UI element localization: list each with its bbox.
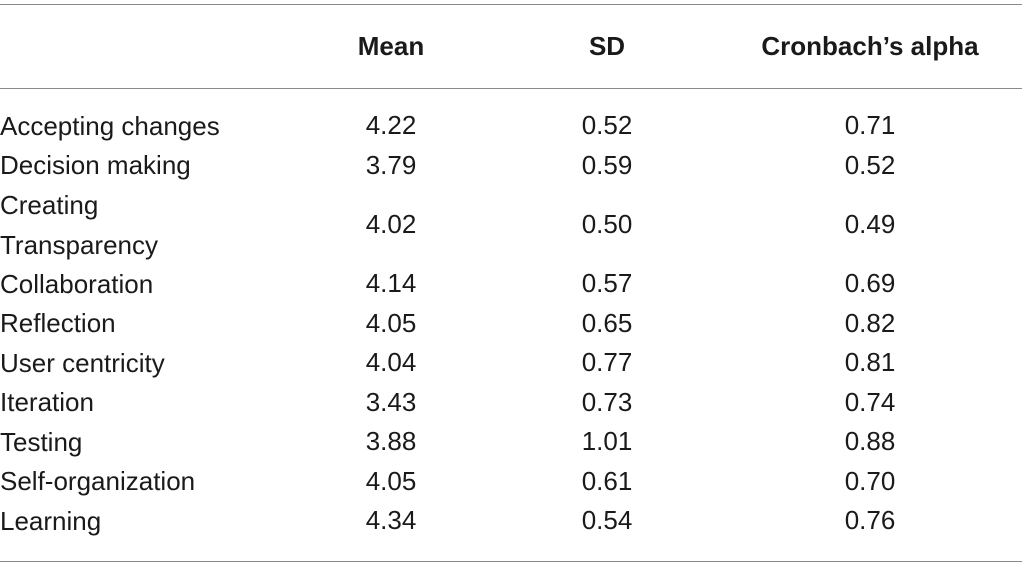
alpha-value: 0.76 [844,505,896,536]
table-row: User centricity 4.04 0.77 0.81 [0,343,1022,383]
row-label: Accepting changes [0,110,220,141]
mean-value: 4.05 [365,307,417,338]
sd-value: 0.52 [581,110,633,141]
alpha-value: 0.70 [844,465,896,496]
sd-value: 0.73 [581,386,633,417]
table-row: Decision making 3.79 0.59 0.52 [0,146,1022,186]
table-header-row: Mean SD Cronbach’s alpha [0,4,1022,88]
row-label: Creating Transparency [0,185,300,264]
row-label: Iteration [0,387,94,418]
mean-value: 4.22 [365,110,417,141]
table-row: Reflection 4.05 0.65 0.82 [0,304,1022,344]
alpha-value: 0.74 [844,386,896,417]
sd-value: 1.01 [581,426,633,457]
alpha-value: 0.81 [844,347,896,378]
alpha-value: 0.69 [844,268,896,299]
mean-value: 4.02 [365,209,417,239]
sd-value: 0.57 [581,268,633,299]
row-label: Decision making [0,150,191,181]
sd-value: 0.50 [581,209,633,239]
sd-value: 0.61 [581,465,633,496]
table-row: Iteration 3.43 0.73 0.74 [0,383,1022,423]
table-row: Creating Transparency 4.02 0.50 0.49 [0,185,1022,264]
mean-value: 3.43 [365,386,417,417]
alpha-value: 0.49 [844,209,896,239]
sd-value: 0.77 [581,347,633,378]
sd-value: 0.59 [581,149,633,180]
row-label: User centricity [0,347,165,378]
table-row: Collaboration 4.14 0.57 0.69 [0,264,1022,304]
header-label [0,4,300,88]
table-row: Accepting changes 4.22 0.52 0.71 [0,106,1022,146]
table-top-rule [0,4,1022,5]
table-row: Self-organization 4.05 0.61 0.70 [0,462,1022,502]
mean-value: 4.34 [365,505,417,536]
mean-value: 4.05 [365,465,417,496]
alpha-value: 0.71 [844,110,896,141]
row-label: Self-organization [0,466,196,497]
table-body: Accepting changes 4.22 0.52 0.71 Decisio… [0,106,1022,541]
alpha-value: 0.82 [844,307,896,338]
table-bottom-rule [0,561,1022,562]
table-row: Learning 4.34 0.54 0.76 [0,501,1022,541]
mean-value: 4.14 [365,268,417,299]
header-sd: SD [588,31,626,61]
row-label: Testing [0,426,83,457]
alpha-value: 0.88 [844,426,896,457]
sd-value: 0.65 [581,307,633,338]
mean-value: 4.04 [365,347,417,378]
row-label: Learning [0,505,102,536]
row-label: Collaboration [0,268,154,299]
header-mean: Mean [357,31,425,61]
mean-value: 3.79 [365,149,417,180]
table-row: Testing 3.88 1.01 0.88 [0,422,1022,462]
header-cronbach-alpha: Cronbach’s alpha [761,31,979,61]
row-label-text: Creating Transparency [0,189,158,260]
sd-value: 0.54 [581,505,633,536]
table-header-rule [0,88,1022,89]
mean-value: 3.88 [365,426,417,457]
row-label: Reflection [0,308,116,339]
alpha-value: 0.52 [844,149,896,180]
